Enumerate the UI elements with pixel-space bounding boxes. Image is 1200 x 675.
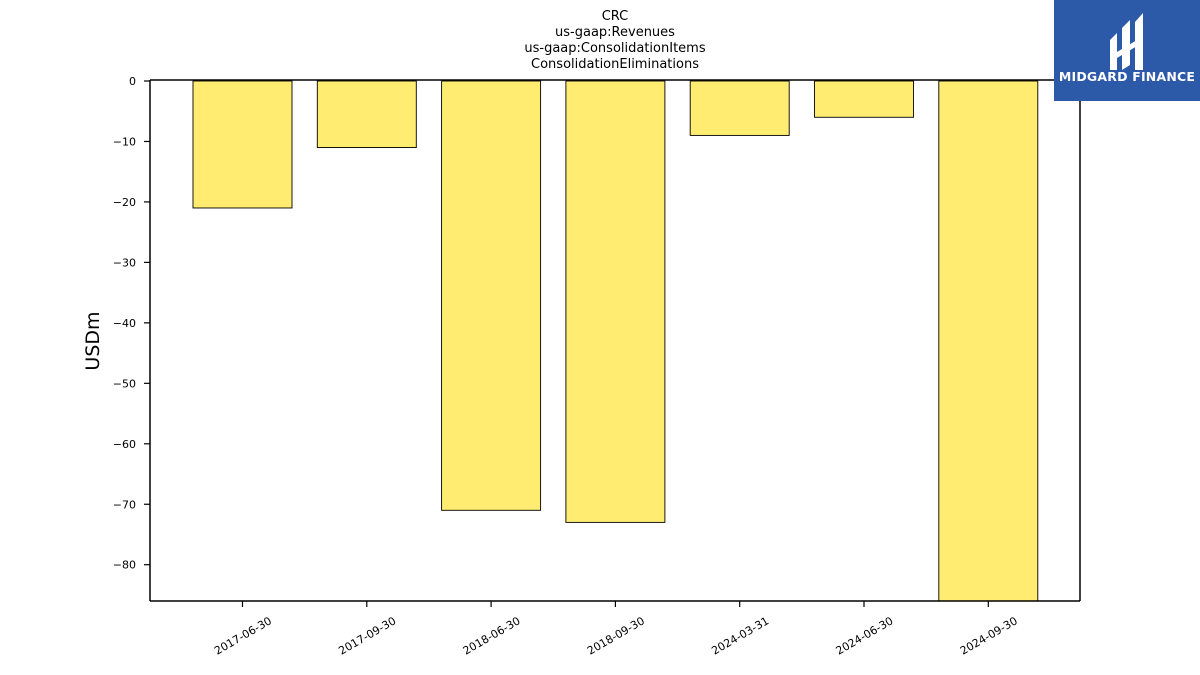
plot-frame <box>149 79 1081 602</box>
chart-title-line-3: us-gaap:ConsolidationItems <box>524 41 705 56</box>
bar-2024-03-31 <box>689 80 790 136</box>
x-tick-label: 2018-09-30 <box>585 614 647 657</box>
bar-2017-06-30 <box>192 80 293 209</box>
logo-mark-icon <box>1110 13 1143 70</box>
x-tick-label: 2017-06-30 <box>212 614 274 657</box>
chart-title-line-2: us-gaap:Revenues <box>555 25 675 40</box>
bars-group <box>192 80 1039 602</box>
y-axis-ticks: 0 −10 −20 −30 −40 −50 −60 −70 −80 <box>113 75 150 572</box>
x-tick-label: 2024-03-31 <box>709 614 771 657</box>
y-tick-label: −50 <box>113 377 136 390</box>
chart-title-line-1: CRC <box>602 9 629 24</box>
y-tick-label: −80 <box>113 559 136 572</box>
x-tick-label: 2018-06-30 <box>461 614 523 657</box>
bar-2018-09-30 <box>565 80 666 523</box>
y-tick-label: −20 <box>113 196 136 209</box>
y-tick-label: −70 <box>113 498 136 511</box>
y-tick-label: −40 <box>113 317 136 330</box>
bar-2018-06-30 <box>441 80 542 511</box>
x-tick-label: 2017-09-30 <box>336 614 398 657</box>
y-tick-label: −10 <box>113 135 136 148</box>
x-tick-label: 2024-09-30 <box>958 614 1020 657</box>
x-axis-ticks: 2017-06-30 2017-09-30 2018-06-30 2018-09-30… <box>212 601 1020 658</box>
chart-title: CRC us-gaap:Revenues us-gaap:Consolidati… <box>524 9 705 72</box>
chart-title-line-4: ConsolidationEliminations <box>531 57 699 72</box>
x-tick-label: 2024-06-30 <box>834 614 896 657</box>
bar-2017-09-30 <box>316 80 417 148</box>
y-tick-label: −60 <box>113 438 136 451</box>
bar-2024-06-30 <box>814 80 914 118</box>
bar-2024-09-30 <box>938 80 1039 602</box>
midgard-finance-logo: MIDGARD FINANCE <box>1054 0 1200 101</box>
y-axis-label: USDm <box>82 311 104 370</box>
y-tick-label: −30 <box>113 256 136 269</box>
logo-text: MIDGARD FINANCE <box>1059 69 1195 84</box>
y-tick-label: 0 <box>129 75 136 88</box>
